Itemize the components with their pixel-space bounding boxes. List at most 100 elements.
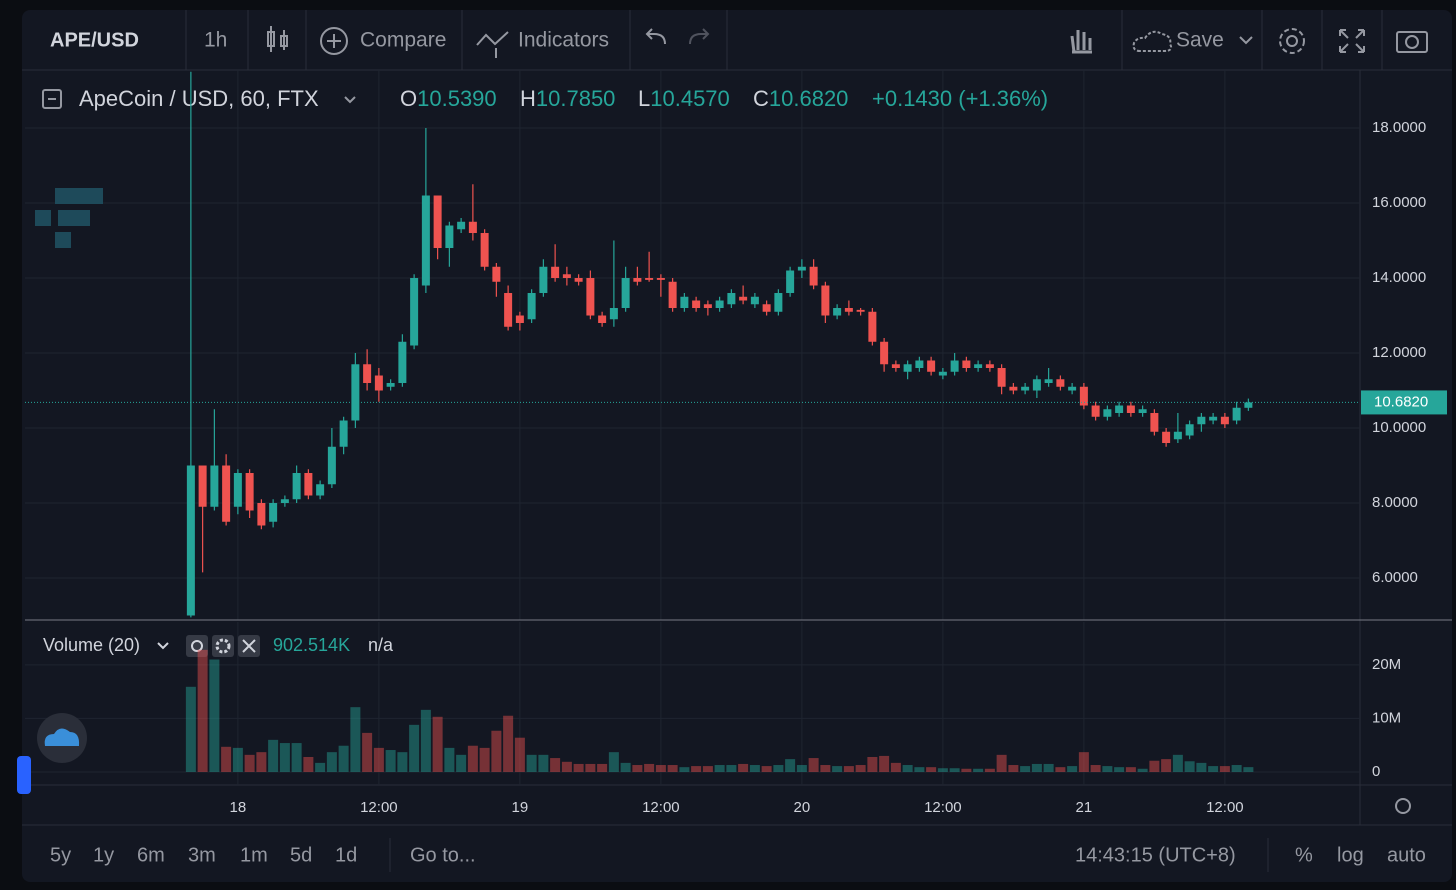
- goto[interactable]: Go to...: [410, 844, 476, 866]
- volume-bar: [679, 767, 690, 772]
- percent[interactable]: %: [1295, 844, 1313, 866]
- volume-bar: [1196, 762, 1207, 772]
- candle-body: [880, 341, 889, 365]
- volume-bar: [843, 766, 854, 772]
- volume-bar: [761, 766, 772, 772]
- range-button[interactable]: 3m: [188, 844, 216, 866]
- candle-body: [186, 465, 195, 616]
- symbol[interactable]: APE/USD: [50, 29, 139, 51]
- l-label: L: [638, 86, 650, 111]
- save[interactable]: Save: [1176, 29, 1224, 52]
- volume-bar: [491, 730, 502, 772]
- clock: 14:43:15 (UTC+8): [1075, 844, 1236, 866]
- volume-bar: [714, 765, 725, 772]
- y-tick-label: 16.0000: [1372, 194, 1426, 211]
- volume-bar: [221, 746, 232, 772]
- volume-bar: [597, 763, 608, 772]
- volume-tick-label: 0: [1372, 763, 1380, 780]
- candle-body: [856, 309, 865, 312]
- volume-bar: [667, 765, 678, 772]
- volume-bar: [796, 765, 807, 772]
- compare[interactable]: Compare: [360, 29, 446, 52]
- candle-body: [645, 278, 654, 280]
- volume-bar: [1114, 767, 1125, 772]
- candle-body: [715, 300, 724, 309]
- tv-cloud: [44, 728, 80, 746]
- candle-body: [351, 364, 360, 421]
- volume-bar: [291, 743, 302, 772]
- volume-ma: n/a: [368, 635, 394, 655]
- candle-body: [786, 270, 795, 294]
- candle-body: [633, 278, 642, 282]
- range-button[interactable]: 1d: [335, 844, 357, 866]
- side-toggle[interactable]: [17, 756, 31, 794]
- candle-body: [515, 315, 524, 324]
- footer: 5y 1y 6m 3m 1m 5d 1d: [50, 844, 357, 866]
- volume-bar: [1231, 765, 1242, 772]
- candle-body: [269, 503, 278, 522]
- candle-body: [1150, 413, 1159, 432]
- volume-bar: [996, 754, 1007, 772]
- range-button[interactable]: 6m: [137, 844, 165, 866]
- volume-bar: [749, 765, 760, 772]
- auto[interactable]: auto: [1387, 844, 1426, 866]
- volume-bar: [773, 765, 784, 772]
- volume-bar: [867, 756, 878, 772]
- volume-buttons[interactable]: [186, 635, 260, 657]
- candle-body: [1138, 409, 1147, 414]
- volume-bar: [561, 761, 572, 772]
- volume-bar: [279, 743, 290, 772]
- candle-body: [504, 293, 513, 327]
- log[interactable]: log: [1337, 844, 1364, 866]
- candle-body: [1079, 386, 1088, 406]
- range-button[interactable]: 5y: [50, 844, 71, 866]
- candle-body: [821, 285, 830, 316]
- range-button[interactable]: 1m: [240, 844, 268, 866]
- candle-body: [1021, 386, 1030, 391]
- candle-body: [727, 293, 736, 305]
- volume-bar: [244, 754, 255, 772]
- volume-bar: [585, 763, 596, 772]
- volume-bar: [1149, 760, 1160, 772]
- volume-bar: [303, 756, 314, 772]
- candle-body: [985, 364, 994, 369]
- candle-body: [891, 364, 900, 369]
- candle-body: [927, 360, 936, 372]
- volume-bar: [385, 750, 396, 772]
- c-value: 10.6820: [769, 86, 849, 111]
- volume-bar: [456, 754, 467, 772]
- volume-bar: [362, 732, 373, 772]
- range-button[interactable]: 5d: [290, 844, 312, 866]
- candle-body: [915, 360, 924, 369]
- volume-bar: [397, 752, 408, 772]
- candle-body: [245, 473, 254, 511]
- volume-tick-label: 20M: [1372, 656, 1401, 673]
- candle-body: [1162, 431, 1171, 444]
- volume-bar: [608, 752, 619, 772]
- y-tick-label: 14.0000: [1372, 269, 1426, 286]
- volume-bar: [832, 766, 843, 772]
- candle-body: [797, 266, 806, 271]
- volume-bar: [926, 767, 937, 772]
- volume-bar: [691, 766, 702, 772]
- candle-body: [739, 296, 748, 301]
- volume-bar: [632, 765, 643, 772]
- candle-body: [680, 296, 689, 309]
- range-button[interactable]: 1y: [93, 844, 114, 866]
- candle-body: [950, 360, 959, 372]
- candle-body: [1126, 405, 1135, 414]
- candle-body: [1209, 416, 1218, 421]
- interval[interactable]: 1h: [204, 29, 227, 52]
- candle-body: [339, 420, 348, 447]
- y-tick-label: 8.0000: [1372, 494, 1418, 511]
- y-tick-label: 12.0000: [1372, 344, 1426, 361]
- volume-bar: [1161, 759, 1172, 772]
- volume-bar: [1208, 766, 1219, 772]
- indicators[interactable]: Indicators: [518, 29, 609, 52]
- volume-bar: [326, 752, 337, 772]
- volume-bar: [1243, 767, 1254, 772]
- y-tick-label: 6.0000: [1372, 569, 1418, 586]
- toolbar-icons: [42, 26, 1428, 814]
- candle-body: [1044, 379, 1053, 384]
